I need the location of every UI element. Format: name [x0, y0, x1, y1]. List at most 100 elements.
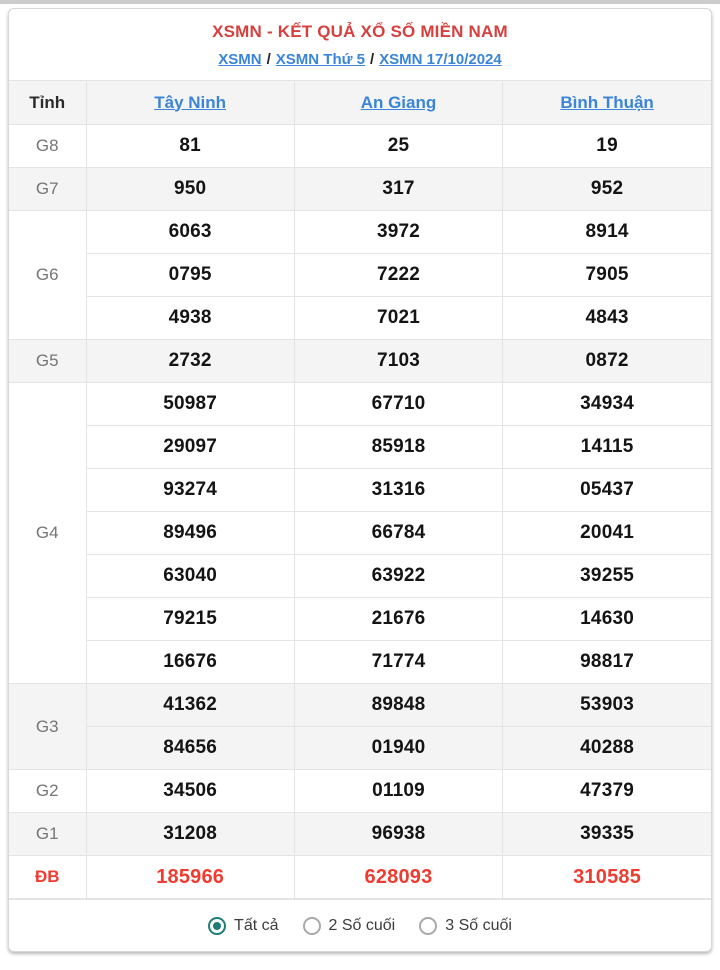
result-number: 8914 [502, 210, 711, 254]
result-number: 89848 [293, 683, 504, 727]
result-number: 310585 [502, 855, 711, 899]
filter-option[interactable]: 2 Số cuối [302, 916, 396, 935]
result-number: 317 [293, 167, 504, 211]
result-number: 4843 [502, 296, 711, 340]
result-number: 79215 [86, 597, 295, 641]
result-number: 19 [502, 124, 711, 168]
filter-option[interactable]: Tất cả [208, 916, 279, 935]
result-number: 950 [85, 167, 295, 211]
prize-row: G8 81 25 19 [9, 124, 711, 168]
result-number: 31208 [85, 812, 295, 856]
prize-row: G2 34506 01109 47379 [9, 769, 711, 813]
result-number: 34934 [502, 382, 711, 426]
result-number: 16676 [86, 640, 295, 684]
result-number: 7021 [293, 296, 504, 340]
radio-icon[interactable] [302, 916, 321, 935]
breadcrumb-link[interactable]: XSMN 17/10/2024 [379, 51, 502, 68]
prize-row: 16676 71774 98817 [9, 640, 711, 684]
result-number: 39335 [502, 812, 711, 856]
result-number: 71774 [293, 640, 504, 684]
prize-row: 4938 7021 4843 [9, 296, 711, 340]
province-column-header: Tỉnh [9, 80, 87, 125]
prize-row: G7 950 317 952 [9, 167, 711, 211]
result-number: 96938 [293, 812, 504, 856]
result-number: 84656 [86, 726, 295, 770]
result-number: 50987 [85, 382, 295, 426]
result-number: 05437 [502, 468, 711, 512]
result-number: 20041 [502, 511, 711, 555]
result-number: 6063 [85, 210, 295, 254]
result-number: 01940 [293, 726, 504, 770]
filter-option-label: 2 Số cuối [328, 916, 396, 934]
prize-row: ĐB 185966 628093 310585 [9, 855, 711, 899]
prize-row: G5 2732 7103 0872 [9, 339, 711, 383]
result-number: 63922 [293, 554, 504, 598]
result-number: 40288 [502, 726, 711, 770]
province-header-cell: Bình Thuận [502, 80, 711, 125]
prize-label: G8 [9, 124, 87, 168]
result-number: 39255 [502, 554, 711, 598]
prize-label: G5 [9, 339, 87, 383]
result-number: 7905 [502, 253, 711, 297]
result-number: 93274 [86, 468, 295, 512]
province-header-cell: Tây Ninh [85, 80, 295, 125]
filter-option-label: Tất cả [234, 916, 279, 934]
result-number: 7222 [293, 253, 504, 297]
result-number: 14115 [502, 425, 711, 469]
filter-option[interactable]: 3 Số cuối [419, 916, 512, 935]
prize-label: G2 [9, 769, 87, 813]
prize-label: G7 [9, 167, 87, 211]
breadcrumb-link[interactable]: XSMN [218, 51, 262, 68]
prize-label: G4 [9, 382, 87, 684]
prize-row: G3 41362 89848 53903 [9, 683, 711, 770]
result-number: 47379 [502, 769, 711, 813]
result-number: 628093 [293, 855, 504, 899]
result-number: 67710 [293, 382, 504, 426]
breadcrumb: XSMN / XSMN Thứ 5/XSMN 17/10/2024 [19, 51, 701, 68]
result-number: 53903 [502, 683, 711, 727]
province-link[interactable]: Tây Ninh [154, 92, 227, 112]
breadcrumb-link[interactable]: XSMN Thứ 5 [275, 51, 365, 68]
result-number: 29097 [86, 425, 295, 469]
result-number: 14630 [502, 597, 711, 641]
result-number: 3972 [293, 210, 504, 254]
prize-row: 0795 7222 7905 [9, 253, 711, 297]
lottery-results-card: XSMN - KẾT QUẢ XỔ SỐ MIỀN NAM XSMN / XSMN … [8, 8, 712, 952]
page-title: XSMN - KẾT QUẢ XỔ SỐ MIỀN NAM [212, 22, 508, 41]
results-table: Tỉnh Tây Ninh An Giang Bình Thuận G8 81 25… [9, 80, 711, 899]
result-number: 952 [502, 167, 711, 211]
result-number: 01109 [293, 769, 504, 813]
breadcrumb-separator: / [369, 51, 375, 68]
prize-row: 29097 85918 14115 [9, 425, 711, 469]
prize-row: 79215 21676 14630 [9, 597, 711, 641]
table-header-row: Tỉnh Tây Ninh An Giang Bình Thuận [9, 80, 711, 125]
result-number: 34506 [85, 769, 295, 813]
result-number: 31316 [293, 468, 504, 512]
result-number: 21676 [293, 597, 504, 641]
prize-row: G1 31208 96938 39335 [9, 812, 711, 856]
result-number: 81 [85, 124, 295, 168]
result-number: 185966 [85, 855, 295, 899]
province-header-cell: An Giang [293, 80, 504, 125]
result-number: 7103 [293, 339, 504, 383]
result-number: 0795 [86, 253, 295, 297]
result-number: 89496 [86, 511, 295, 555]
radio-icon[interactable] [419, 916, 438, 935]
digit-filter-bar: Tất cả 2 Số cuối 3 Số cuối [9, 899, 711, 951]
result-number: 66784 [293, 511, 504, 555]
result-number: 98817 [502, 640, 711, 684]
prize-row: 84656 01940 40288 [9, 726, 711, 770]
province-link[interactable]: Bình Thuận [560, 92, 654, 112]
result-number: 4938 [86, 296, 295, 340]
prize-label: G6 [9, 210, 87, 340]
result-number: 0872 [502, 339, 711, 383]
filter-option-label: 3 Số cuối [445, 916, 512, 934]
province-link[interactable]: An Giang [360, 92, 437, 112]
result-number: 25 [293, 124, 504, 168]
prize-row: 63040 63922 39255 [9, 554, 711, 598]
breadcrumb-separator: / [266, 51, 271, 68]
card-header: XSMN - KẾT QUẢ XỔ SỐ MIỀN NAM XSMN / XSMN … [9, 9, 711, 80]
prize-label: G1 [9, 812, 87, 856]
radio-selected-icon[interactable] [208, 916, 227, 935]
prize-row: 89496 66784 20041 [9, 511, 711, 555]
